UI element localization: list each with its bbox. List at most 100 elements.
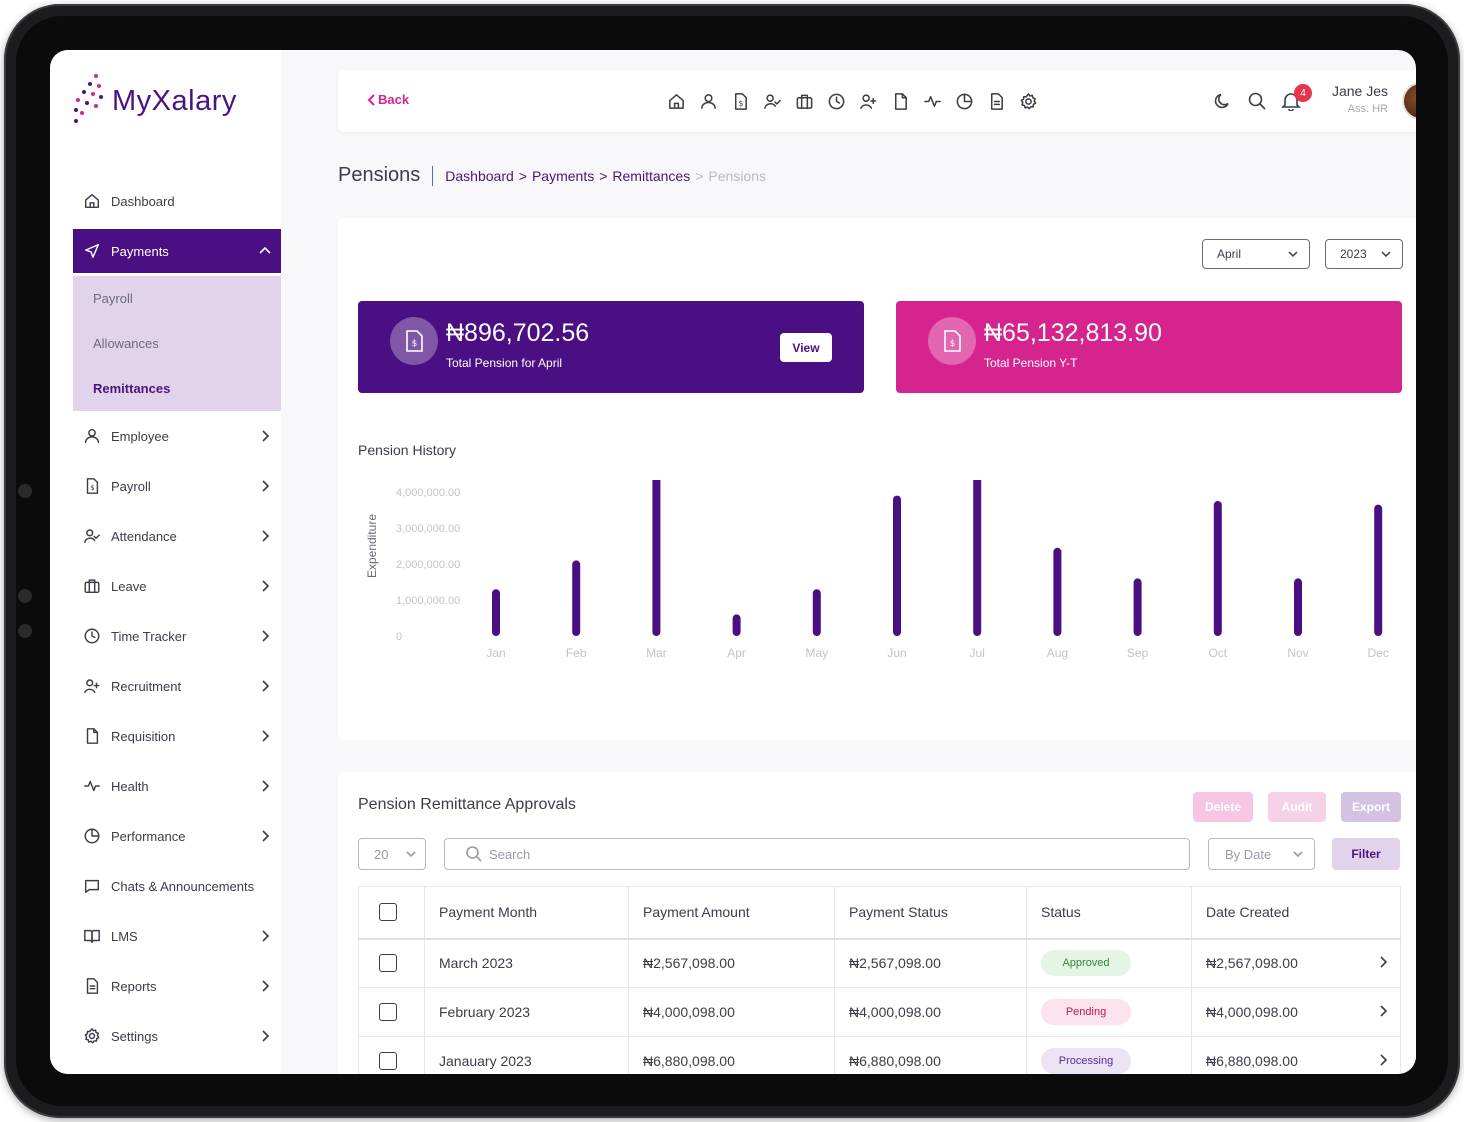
bar-sep[interactable]	[1133, 578, 1142, 636]
col-payment-amount[interactable]: Payment Amount	[628, 886, 835, 940]
back-button[interactable]: Back	[366, 92, 409, 107]
col-payment-month[interactable]: Payment Month	[424, 886, 629, 940]
breadcrumb-item[interactable]: Dashboard	[445, 167, 514, 184]
pulse-icon[interactable]	[916, 90, 948, 112]
logo-mark-icon	[72, 74, 106, 128]
breadcrumb-separator: >	[599, 167, 608, 184]
bar-nov[interactable]	[1294, 578, 1302, 636]
user-role: Ass. HR	[1347, 103, 1388, 115]
delete-button[interactable]: Delete	[1193, 792, 1253, 822]
bar-jul[interactable]	[973, 480, 982, 636]
pie-chart-icon[interactable]	[948, 90, 980, 112]
chevron-right-icon[interactable]	[1375, 1004, 1391, 1022]
filter-button[interactable]: Filter	[1332, 838, 1400, 870]
col-status[interactable]: Status	[1026, 886, 1192, 940]
audit-button[interactable]: Audit	[1268, 792, 1326, 822]
sidebar-item-payroll[interactable]: $ Payroll	[73, 461, 281, 511]
pension-summary-card: April 2023 $ ₦896,702.56 Total Pension f…	[338, 218, 1416, 740]
user-info[interactable]: Jane Jes Ass. HR	[1326, 83, 1388, 115]
search-input[interactable]: Search	[444, 838, 1190, 870]
chevron-right-icon[interactable]	[1375, 1053, 1391, 1071]
logo[interactable]: MyXalary	[72, 74, 237, 128]
sidebar-item-lms[interactable]: LMS	[73, 911, 281, 961]
cell-status: Pending	[1026, 987, 1192, 1037]
breadcrumb-item[interactable]: Remittances	[612, 167, 691, 184]
briefcase-icon[interactable]	[788, 90, 820, 112]
export-button[interactable]: Export	[1341, 792, 1401, 822]
bar-aug[interactable]	[1053, 547, 1062, 636]
payroll-file-icon[interactable]: $	[724, 90, 756, 112]
col-date-created[interactable]: Date Created	[1191, 886, 1401, 940]
table-row[interactable]: Janauary 2023 ₦6,880,098.00 ₦6,880,098.00 P…	[358, 1036, 1401, 1074]
sidebar-item-label: Health	[111, 778, 149, 794]
row-checkbox[interactable]	[379, 1003, 397, 1021]
view-button[interactable]: View	[780, 333, 832, 362]
sidebar-item-health[interactable]: Health	[73, 761, 281, 811]
x-tick-label: Apr	[727, 646, 746, 660]
sidebar-item-performance[interactable]: Performance	[73, 811, 281, 861]
sidebar-item-leave[interactable]: Leave	[73, 561, 281, 611]
table-row[interactable]: February 2023 ₦4,000,098.00 ₦4,000,098.00 P…	[358, 987, 1401, 1037]
submenu-item-allowances[interactable]: Allowances	[93, 336, 159, 351]
sidebar-item-dashboard[interactable]: Dashboard	[73, 176, 281, 226]
sidebar-item-label: Recruitment	[111, 678, 182, 694]
bar-oct[interactable]	[1213, 501, 1222, 636]
sidebar-item-reports[interactable]: Reports	[73, 961, 281, 1011]
sidebar-item-chats-announcements[interactable]: Chats & Announcements	[73, 861, 281, 911]
search-button[interactable]	[1240, 88, 1274, 114]
bar-feb[interactable]	[572, 560, 581, 636]
y-tick-label: 4,000,000.00	[396, 487, 460, 499]
sidebar-item-attendance[interactable]: Attendance	[73, 511, 281, 561]
search-placeholder: Search	[489, 846, 531, 862]
sidebar-item-payments[interactable]: Payments	[73, 229, 281, 273]
user-plus-icon[interactable]	[852, 90, 884, 112]
col-payment-status[interactable]: Payment Status	[834, 886, 1027, 940]
month-select[interactable]: April	[1202, 239, 1310, 269]
notification-badge: 4	[1294, 84, 1312, 102]
bar-jun[interactable]	[893, 495, 901, 636]
chevron-down-icon	[1381, 251, 1391, 258]
user-check-icon	[83, 527, 101, 545]
sort-select[interactable]: By Date	[1208, 838, 1315, 870]
page-size-select[interactable]: 20	[358, 838, 426, 870]
bar-mar[interactable]	[652, 480, 661, 636]
sidebar-item-time-tracker[interactable]: Time Tracker	[73, 611, 281, 661]
sidebar-item-recruitment[interactable]: Recruitment	[73, 661, 281, 711]
bar-jan[interactable]	[492, 589, 500, 636]
document-icon[interactable]	[884, 90, 916, 112]
chevron-right-icon	[257, 928, 273, 944]
cell-payment-month: March 2023	[424, 938, 629, 988]
notifications-button[interactable]: 4	[1274, 84, 1312, 114]
submenu-item-payroll[interactable]: Payroll	[93, 291, 133, 306]
sidebar-item-label: Employee	[111, 428, 169, 444]
year-select[interactable]: 2023	[1325, 239, 1403, 269]
breadcrumb-item[interactable]: Payments	[531, 167, 595, 184]
clock-icon[interactable]	[820, 90, 852, 112]
x-tick-label: Aug	[1047, 646, 1068, 660]
sort-value: By Date	[1225, 846, 1272, 862]
bar-may[interactable]	[812, 589, 821, 636]
user-check-icon[interactable]	[756, 90, 788, 112]
submenu-item-remittances[interactable]: Remittances	[93, 381, 171, 396]
dark-mode-toggle[interactable]	[1206, 88, 1240, 114]
report-icon[interactable]	[980, 90, 1012, 112]
chevron-right-icon[interactable]	[1375, 956, 1391, 973]
sidebar-item-settings[interactable]: Settings	[73, 1011, 281, 1061]
sidebar-item-requisition[interactable]: Requisition	[73, 711, 281, 761]
home-icon[interactable]	[660, 90, 692, 112]
table-row[interactable]: March 2023 ₦2,567,098.00 ₦2,567,098.00 Appr…	[358, 938, 1401, 988]
select-all-checkbox[interactable]	[379, 903, 397, 922]
gear-icon[interactable]	[1012, 90, 1044, 112]
row-checkbox[interactable]	[379, 954, 397, 973]
svg-text:$: $	[412, 339, 418, 349]
cell-payment-month: Janauary 2023	[424, 1036, 629, 1074]
avatar[interactable]	[1402, 82, 1416, 120]
row-checkbox[interactable]	[379, 1052, 397, 1070]
status-badge: Pending	[1041, 999, 1131, 1025]
bar-dec[interactable]	[1374, 504, 1383, 636]
breadcrumb-item: Pensions	[708, 167, 766, 184]
user-icon[interactable]	[692, 90, 724, 112]
x-tick-label: Mar	[646, 646, 667, 660]
sidebar-item-employee[interactable]: Employee	[73, 411, 281, 461]
bar-apr[interactable]	[732, 614, 741, 636]
